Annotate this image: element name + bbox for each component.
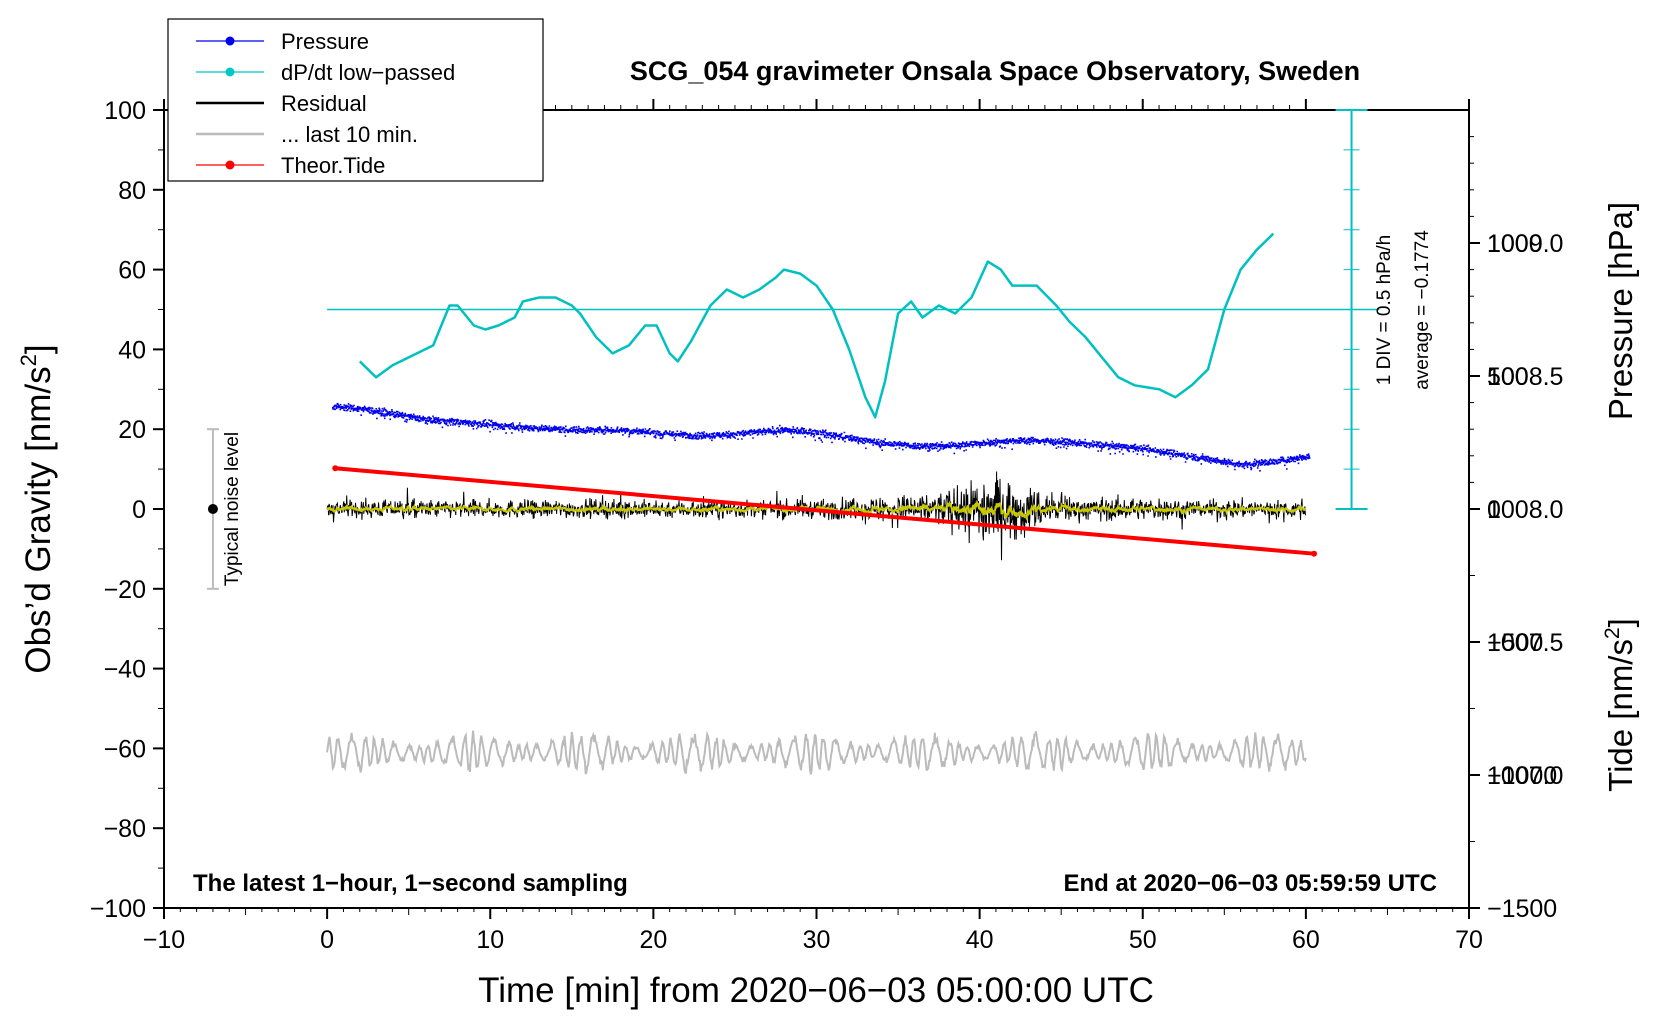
theoretical-tide-series — [332, 465, 1318, 557]
last-10-min-series — [326, 730, 1307, 775]
legend: Pressure dP/dt low−passed Residual ... last… — [167, 18, 544, 182]
tide-tick-label: −500 — [1487, 629, 1543, 657]
legend-label-1: dP/dt low−passed — [281, 60, 455, 85]
legend-box — [167, 18, 544, 182]
x-tick-label: 60 — [1292, 926, 1320, 954]
tide-tick-label: 1000 — [1487, 230, 1543, 258]
y-axis-label-pressure: Pressure [hPa] — [1602, 202, 1639, 420]
pressure-tick-label: 1007.0 — [1487, 762, 1563, 790]
x-tick-label: 70 — [1455, 926, 1483, 954]
noise-level-bar — [206, 428, 219, 590]
y-label-main: Obs’d Gravity [nm/s — [19, 366, 58, 673]
pressure-tick-label: 1008.0 — [1487, 496, 1563, 524]
y-label-end: ] — [19, 344, 58, 354]
tide-line — [335, 466, 1315, 556]
legend-marker-0 — [225, 36, 235, 46]
x-tick-label: −10 — [143, 926, 185, 954]
x-tick-label: 0 — [320, 926, 334, 954]
residual-line — [326, 471, 1306, 561]
y-axis-ticks: −100 −80 −60 −40 −20 0 20 40 60 80 100 — [90, 97, 164, 923]
x-axis-ticks: −10 0 10 20 30 40 50 60 70 — [143, 99, 1483, 954]
tide-label-main: Tide [nm/s — [1602, 639, 1639, 792]
legend-marker-4 — [225, 160, 235, 170]
pressure-dots — [332, 402, 1311, 472]
tide-tick-label: 500 — [1487, 363, 1529, 391]
annotation-right: End at 2020−06−03 05:59:59 UTC — [1063, 870, 1437, 897]
last-10-min-line — [326, 730, 1307, 775]
y-tick-label: −60 — [104, 735, 146, 763]
dpdt-line — [358, 232, 1275, 419]
tide-label-end: ] — [1602, 618, 1639, 627]
y-axis-label-left: Obs’d Gravity [nm/s2] — [16, 344, 58, 673]
x-tick-label: 10 — [476, 926, 504, 954]
legend-label-2: Residual — [281, 91, 367, 116]
dpdt-scale-axis — [1335, 109, 1368, 510]
y-tick-label: −100 — [90, 895, 146, 923]
legend-label-0: Pressure — [281, 29, 369, 54]
y-tick-label: 80 — [118, 177, 146, 205]
x-tick-label: 40 — [966, 926, 994, 954]
legend-marker-1 — [225, 67, 235, 77]
tide-tick-label: −1500 — [1487, 895, 1557, 923]
tide-end-point — [1311, 550, 1318, 557]
pressure-series — [332, 402, 1311, 472]
x-tick-label: 30 — [803, 926, 831, 954]
y-label-sup: 2 — [16, 354, 41, 366]
noise-bar-center — [207, 504, 218, 514]
pressure-tick-label: 1007.5 — [1487, 629, 1563, 657]
x-tick-label: 50 — [1129, 926, 1157, 954]
y-axis-label-tide: Tide [nm/s2] — [1601, 618, 1639, 792]
noise-level-label: Typical noise level — [222, 432, 243, 586]
legend-label-4: Theor.Tide — [281, 153, 385, 178]
average-label: average = −0.1774 — [1412, 230, 1433, 390]
y-tick-label: −20 — [104, 576, 146, 604]
y-tick-label: 40 — [118, 336, 146, 364]
pressure-tick-label: 1009.0 — [1487, 230, 1563, 258]
y-tick-label: 60 — [118, 257, 146, 285]
dpdt-series — [327, 232, 1380, 419]
residual-series — [326, 471, 1307, 561]
tide-axis-ticks: −1500 −1000 −500 0 500 1000 — [1469, 230, 1557, 923]
y-tick-label: 20 — [118, 416, 146, 444]
y-tick-label: 100 — [104, 97, 146, 125]
tide-tick-label: 0 — [1487, 496, 1501, 524]
tide-label-sup: 2 — [1601, 627, 1624, 639]
tide-start-point — [332, 465, 339, 472]
x-tick-label: 20 — [639, 926, 667, 954]
y-tick-label: −80 — [104, 815, 146, 843]
annotation-left: The latest 1−hour, 1−second sampling — [193, 870, 628, 897]
tide-tick-label: −1000 — [1487, 762, 1557, 790]
x-axis-label: Time [min] from 2020−06−03 05:00:00 UTC — [478, 971, 1154, 1010]
chart-title: SCG_054 gravimeter Onsala Space Observat… — [630, 56, 1360, 86]
div-label: 1 DIV = 0.5 hPa/h — [1374, 235, 1395, 386]
y-tick-label: −40 — [104, 656, 146, 684]
legend-label-3: ... last 10 min. — [281, 122, 418, 147]
y-tick-label: 0 — [132, 496, 146, 524]
pressure-tick-label: 1008.5 — [1487, 363, 1563, 391]
